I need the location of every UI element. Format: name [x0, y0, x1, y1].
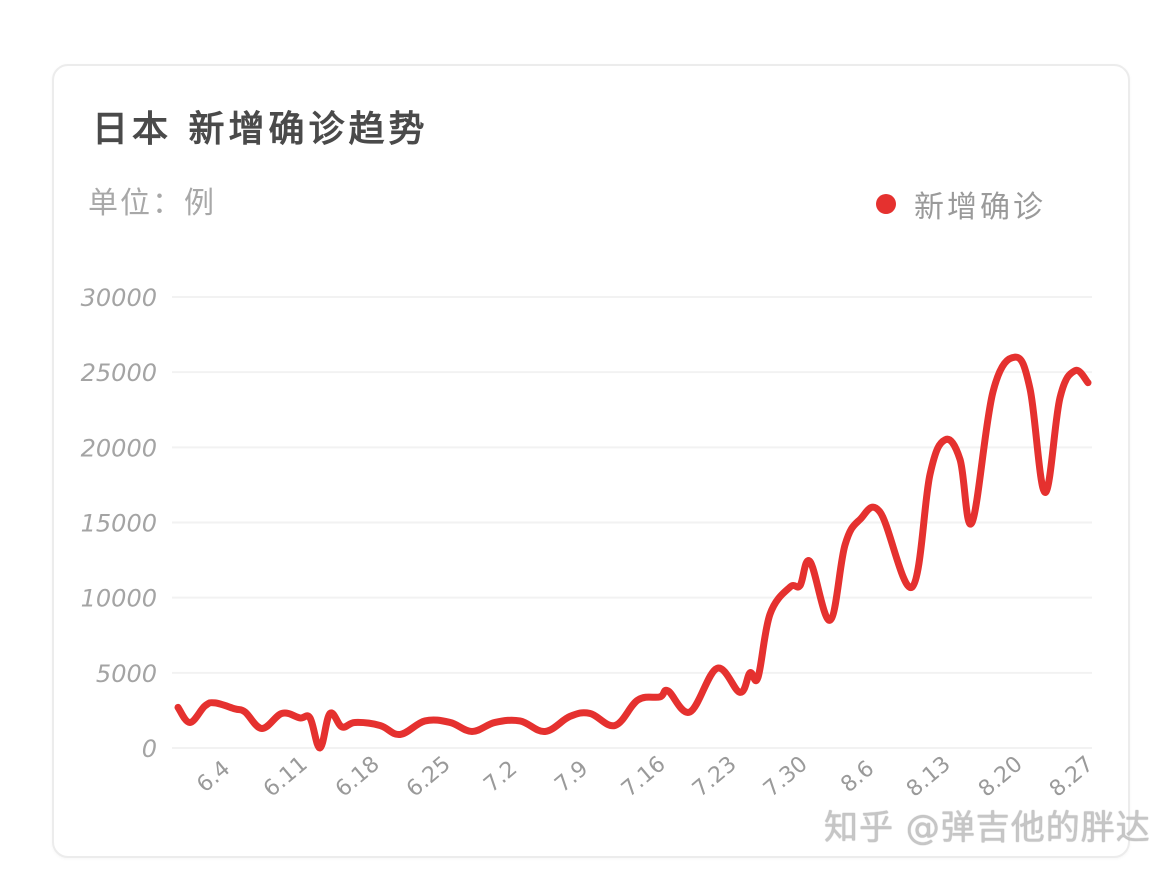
x-tick-label: 7.23 [688, 752, 742, 803]
x-tick-label: 8.6 [836, 756, 879, 798]
legend-dot-icon [876, 194, 896, 214]
x-tick-label: 8.13 [902, 752, 956, 803]
unit-label: 单位：例 [88, 186, 216, 221]
x-tick-label: 7.2 [479, 756, 522, 798]
y-tick-label: 0 [142, 735, 157, 763]
legend[interactable]: 新增确诊 [876, 182, 1046, 226]
x-tick-label: 6.18 [331, 752, 385, 803]
series-line-new-cases[interactable] [174, 353, 1092, 752]
x-tick-label: 8.27 [1045, 752, 1099, 803]
y-tick-label: 25000 [81, 359, 157, 387]
x-tick-label: 7.30 [759, 752, 813, 803]
watermark: 知乎 @弹吉他的胖达 [824, 808, 1151, 848]
y-tick-label: 5000 [96, 660, 157, 688]
y-tick-label: 10000 [81, 585, 157, 613]
gridlines [172, 296, 1092, 749]
x-tick-label: 8.20 [974, 752, 1028, 803]
x-tick-label: 6.4 [192, 756, 235, 798]
legend-label: 新增确诊 [914, 190, 1046, 225]
x-axis-ticks: 6.4 6.11 6.18 6.25 7.2 7.9 7.16 7.23 7.30 8.6 8.13… [192, 752, 1098, 803]
chart-title: 日本 新增确诊趋势 [92, 108, 429, 150]
x-tick-label: 6.25 [402, 752, 456, 803]
y-axis-ticks: 0 5000 10000 15000 20000 25000 30000 [81, 284, 157, 763]
y-tick-label: 20000 [81, 434, 157, 462]
y-tick-label: 30000 [81, 284, 157, 312]
chart-card [52, 64, 1130, 858]
x-tick-label: 7.16 [617, 752, 671, 803]
y-tick-label: 15000 [81, 510, 157, 538]
x-tick-label: 7.9 [550, 756, 593, 798]
x-tick-label: 6.11 [259, 752, 313, 803]
